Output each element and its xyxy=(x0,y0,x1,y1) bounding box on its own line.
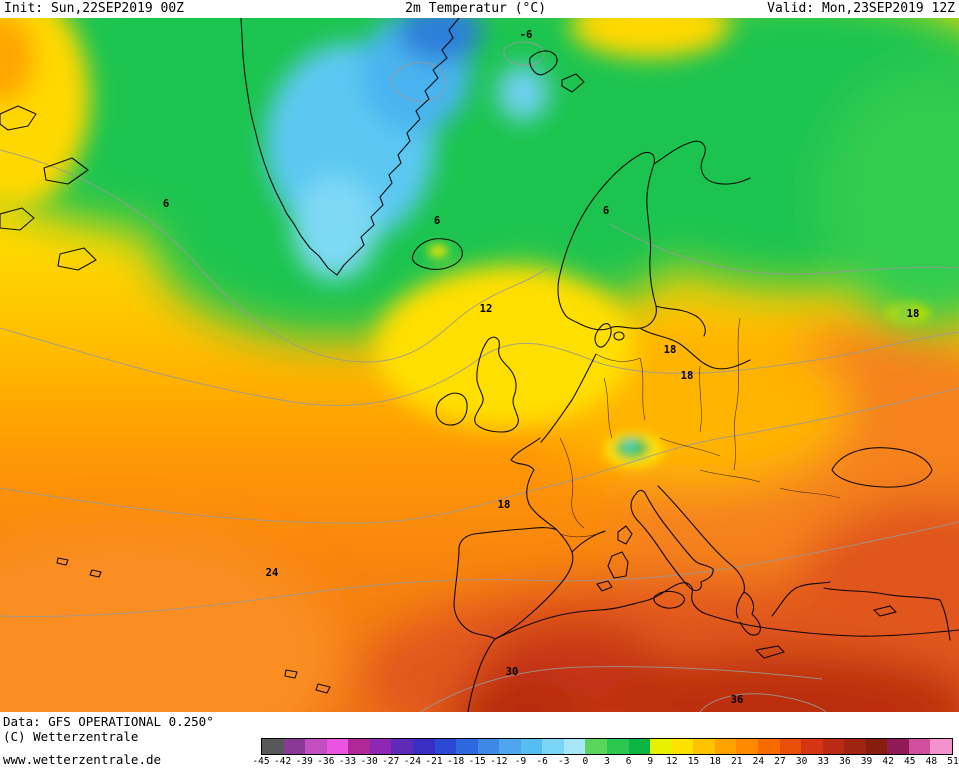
colorbar-tick-label: 30 xyxy=(795,756,808,767)
colorbar-tick-label: -21 xyxy=(425,756,443,767)
colorbar-segment xyxy=(887,739,909,754)
colorbar-tick-label: -42 xyxy=(274,756,292,767)
colorbar-tick-label: -18 xyxy=(447,756,465,767)
valid-time: Valid: Mon,23SEP2019 12Z xyxy=(767,1,955,16)
colorbar-tick-label: -15 xyxy=(468,756,486,767)
colorbar-tick-label: 9 xyxy=(647,756,654,767)
colorbar-segment xyxy=(391,739,413,754)
colorbar-segment xyxy=(434,739,457,754)
colorbar-segment xyxy=(779,739,802,754)
colorbar-tick-label: 18 xyxy=(709,756,721,767)
colorbar-segment xyxy=(822,739,845,754)
colorbar-segment xyxy=(326,739,349,754)
temperature-field-spots xyxy=(428,245,930,468)
colorbar-segment xyxy=(563,739,586,754)
colorbar-segment xyxy=(930,739,952,754)
temperature-field-warm xyxy=(0,328,959,712)
colorbar-tick-label: -6 xyxy=(536,756,548,767)
colorbar-segment xyxy=(693,739,715,754)
colorbar-tick-label: -12 xyxy=(490,756,508,767)
colorbar-tick-label: 42 xyxy=(882,756,894,767)
colorbar-segment xyxy=(736,739,758,754)
colorbar-segment xyxy=(628,739,651,754)
colorbar-tick-label: 45 xyxy=(904,756,916,767)
colorbar-tick-label: -45 xyxy=(252,756,270,767)
colorbar-segment xyxy=(283,739,306,754)
colorbar-tick-label: -24 xyxy=(403,756,421,767)
footer-bar: Data: GFS OPERATIONAL 0.250° (C) Wetterz… xyxy=(0,712,959,770)
colorbar-segment xyxy=(650,739,672,754)
header-bar: Init: Sun,22SEP2019 00Z 2m Temperatur (°… xyxy=(0,0,959,18)
colorbar-segment xyxy=(585,739,607,754)
colorbar-segment xyxy=(520,739,543,754)
colorbar-tick-label: 12 xyxy=(666,756,678,767)
colorbar-tick-label: -33 xyxy=(338,756,357,767)
temperature-field-edge-yellow xyxy=(0,18,730,428)
colorbar-segment xyxy=(499,739,521,754)
colorbar-tick-label: 33 xyxy=(817,756,829,767)
colorbar-segment xyxy=(844,739,866,754)
colorbar-segment xyxy=(671,739,694,754)
colorbar-tick-label: -27 xyxy=(382,756,400,767)
copyright: (C) Wetterzentrale xyxy=(3,729,139,744)
colorbar-segment xyxy=(542,739,564,754)
colorbar-segment xyxy=(412,739,435,754)
map-canvas xyxy=(0,18,959,712)
colorbar-tick-label: 27 xyxy=(774,756,786,767)
temperature-field-cold xyxy=(265,18,549,280)
colorbar-segment xyxy=(801,739,823,754)
colorbar-tick-label: 36 xyxy=(839,756,851,767)
colorbar-tick-label: -3 xyxy=(558,756,570,767)
map-title: 2m Temperatur (°C) xyxy=(405,1,547,16)
colorbar-segment xyxy=(908,739,931,754)
temperature-contours xyxy=(0,41,959,712)
colorbar-tick-label: 21 xyxy=(731,756,743,767)
colorbar-segment xyxy=(865,739,888,754)
colorbar-tick-label: 48 xyxy=(925,756,938,767)
colorbar-segment xyxy=(305,739,327,754)
colorbar-ticks: -45 -42 -39 -36 -33 -30 -27 -24 -21 -18 -15 -12 -9 -6… xyxy=(252,756,958,768)
coastlines xyxy=(0,18,959,712)
colorbar-tick-label: 3 xyxy=(604,756,610,767)
temperature-legend: -45 -42 -39 -36 -33 -30 -27 -24 -21 -18 -15 -12 -9 -6… xyxy=(252,738,959,768)
colorbar-tick-label: 51 xyxy=(947,756,959,767)
colorbar-segment xyxy=(757,739,780,754)
colorbar-segment xyxy=(477,739,500,754)
colorbar-tick-label: 6 xyxy=(625,756,632,767)
country-borders xyxy=(559,317,841,538)
colorbar-segment xyxy=(369,739,392,754)
colorbar-tick-label: 15 xyxy=(687,756,700,767)
colorbar-segment xyxy=(456,739,478,754)
colorbar-tick-label: -9 xyxy=(514,756,527,767)
colorbar-segments xyxy=(261,738,953,755)
colorbar-tick-label: 24 xyxy=(752,756,765,767)
colorbar-segment xyxy=(714,739,737,754)
colorbar-segment xyxy=(607,739,629,754)
colorbar-tick-label: 39 xyxy=(860,756,873,767)
data-source: Data: GFS OPERATIONAL 0.250° xyxy=(3,714,214,729)
temperature-map: -6 6 6 6 12 18 18 18 18 24 30 36 xyxy=(0,18,959,712)
colorbar-tick-label: -36 xyxy=(317,756,335,767)
colorbar-tick-label: -39 xyxy=(295,756,313,767)
colorbar-segment xyxy=(348,739,370,754)
website: www.wetterzentrale.de xyxy=(3,752,162,767)
init-time: Init: Sun,22SEP2019 00Z xyxy=(4,1,185,16)
colorbar-tick-label: -30 xyxy=(360,756,378,767)
colorbar-segment xyxy=(262,739,284,754)
colorbar-tick-label: 0 xyxy=(582,756,589,767)
